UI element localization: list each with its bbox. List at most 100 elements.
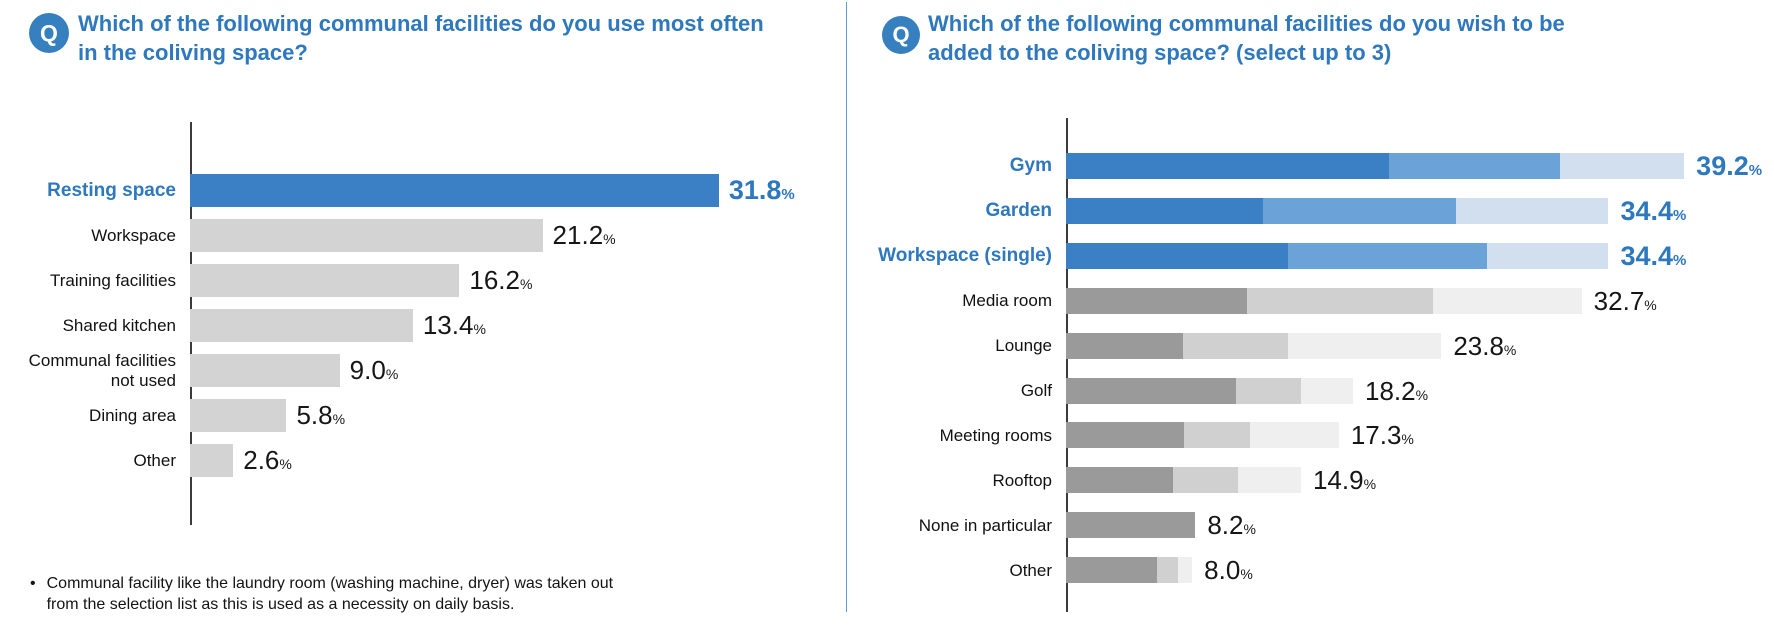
bar-row: Lounge 23.8% bbox=[850, 330, 1774, 361]
value-number: 5.8 bbox=[296, 400, 333, 430]
value-number: 2.6 bbox=[243, 445, 280, 475]
bar-row: Dining area 5.8% bbox=[0, 399, 845, 432]
value-number: 13.4 bbox=[422, 310, 474, 340]
footnote: • Communal facility like the laundry roo… bbox=[30, 574, 740, 616]
value-label: 34.4% bbox=[1620, 195, 1687, 229]
category-label: Shared kitchen bbox=[62, 315, 176, 335]
question-icon-left: Q bbox=[29, 13, 69, 53]
value-number: 23.8 bbox=[1453, 330, 1504, 361]
question-icon-right: Q bbox=[882, 16, 920, 54]
value-number: 8.0 bbox=[1204, 555, 1241, 586]
value-label: 32.7% bbox=[1594, 288, 1657, 318]
category-label: Dining area bbox=[89, 405, 176, 425]
bar bbox=[1066, 197, 1609, 224]
value-label: 8.0% bbox=[1204, 557, 1253, 587]
value-number: 16.2 bbox=[469, 265, 520, 295]
value-label: 8.2% bbox=[1207, 512, 1256, 542]
axis-line bbox=[1066, 118, 1068, 612]
bar-segment bbox=[1389, 153, 1560, 179]
value-number: 32.7 bbox=[1593, 285, 1645, 316]
value-number: 34.4 bbox=[1620, 195, 1674, 226]
bar-row: Shared kitchen 13.4% bbox=[0, 309, 845, 342]
bar-segment bbox=[1066, 287, 1248, 314]
category-label: Garden bbox=[985, 200, 1052, 222]
bar-segment bbox=[1066, 242, 1289, 269]
value-label: 17.3% bbox=[1351, 422, 1414, 452]
bar-segment bbox=[1066, 512, 1196, 539]
category-label: Workspace (single) bbox=[878, 245, 1052, 267]
bar bbox=[1066, 287, 1582, 314]
category-label: Rooftop bbox=[992, 470, 1052, 490]
bar-row: Resting space 31.8% bbox=[0, 174, 845, 207]
panel-divider bbox=[846, 2, 847, 612]
bar-segment bbox=[1559, 153, 1685, 179]
category-label: Training facilities bbox=[50, 270, 176, 290]
bar-segment bbox=[1177, 557, 1193, 584]
category-label: None in particular bbox=[918, 515, 1052, 535]
bar-segment bbox=[1066, 377, 1237, 404]
bar-row: Gym 39.2% bbox=[850, 153, 1774, 180]
bar-segment bbox=[1236, 377, 1301, 404]
category-label: Golf bbox=[1020, 380, 1052, 400]
category-label: Lounge bbox=[995, 336, 1052, 356]
bar-segment bbox=[1487, 242, 1609, 269]
bar-chart-use-most-often: Resting space 31.8% Workspace 21.2% Training… bbox=[0, 122, 845, 525]
bar-segment bbox=[1250, 422, 1339, 449]
category-label: Meeting rooms bbox=[939, 425, 1052, 445]
percent-sign: % bbox=[279, 456, 292, 472]
bar bbox=[1066, 557, 1193, 584]
value-label: 16.2% bbox=[469, 264, 532, 301]
value-number: 9.0 bbox=[349, 355, 386, 385]
left-chart-title: Which of the following communal faciliti… bbox=[78, 11, 764, 65]
category-label: Other bbox=[1009, 560, 1052, 580]
bar-row: Meeting rooms 17.3% bbox=[850, 422, 1774, 449]
value-label: 31.8% bbox=[729, 174, 795, 211]
percent-sign: % bbox=[1363, 476, 1377, 493]
value-label: 2.6% bbox=[243, 444, 292, 481]
value-label: 13.4% bbox=[423, 309, 486, 346]
bar-segment bbox=[1247, 287, 1434, 314]
bar bbox=[190, 354, 340, 387]
bar-segment bbox=[1433, 287, 1582, 314]
footnote-text: Communal facility like the laundry room … bbox=[46, 575, 614, 613]
bar bbox=[1066, 422, 1339, 449]
category-label: Gym bbox=[1009, 155, 1052, 177]
percent-sign: % bbox=[781, 186, 795, 203]
percent-sign: % bbox=[1748, 162, 1763, 179]
bar-segment bbox=[1173, 467, 1238, 494]
bar bbox=[190, 174, 719, 207]
category-label: Media room bbox=[962, 291, 1052, 311]
bar-segment bbox=[1066, 197, 1264, 224]
value-label: 39.2% bbox=[1696, 153, 1762, 184]
percent-sign: % bbox=[1240, 566, 1253, 583]
bar-row: Other 2.6% bbox=[0, 444, 845, 477]
bar-segment bbox=[1455, 197, 1609, 224]
bar-segment bbox=[1066, 153, 1390, 179]
bar-row: Media room 32.7% bbox=[850, 287, 1774, 314]
bar-segment bbox=[1237, 467, 1301, 494]
percent-sign: % bbox=[1503, 341, 1517, 358]
category-label: Workspace bbox=[91, 225, 176, 245]
percent-sign: % bbox=[1673, 206, 1687, 224]
bar bbox=[190, 264, 460, 297]
bar-row: Golf 18.2% bbox=[850, 377, 1774, 404]
bar-row: Workspace 21.2% bbox=[0, 219, 845, 252]
bar bbox=[190, 399, 287, 432]
value-label: 21.2% bbox=[553, 219, 616, 256]
stacked-bar-chart-wish-added: Gym 39.2% Garden 34.4% Workspace (single) 34.… bbox=[850, 118, 1774, 612]
bar-segment bbox=[1066, 557, 1158, 584]
value-label: 14.9% bbox=[1313, 467, 1376, 497]
bar-segment bbox=[1184, 422, 1251, 449]
category-label: Communal facilities not used bbox=[28, 351, 176, 390]
bar-row: Garden 34.4% bbox=[850, 197, 1774, 224]
bar bbox=[190, 309, 413, 342]
bar-segment bbox=[1066, 422, 1185, 449]
category-label: Other bbox=[133, 450, 176, 470]
percent-sign: % bbox=[473, 321, 486, 337]
bar-segment bbox=[1300, 377, 1353, 404]
bar-row: Other 8.0% bbox=[850, 557, 1774, 584]
percent-sign: % bbox=[1401, 431, 1414, 448]
bar bbox=[1066, 242, 1609, 269]
bar bbox=[1066, 332, 1442, 359]
